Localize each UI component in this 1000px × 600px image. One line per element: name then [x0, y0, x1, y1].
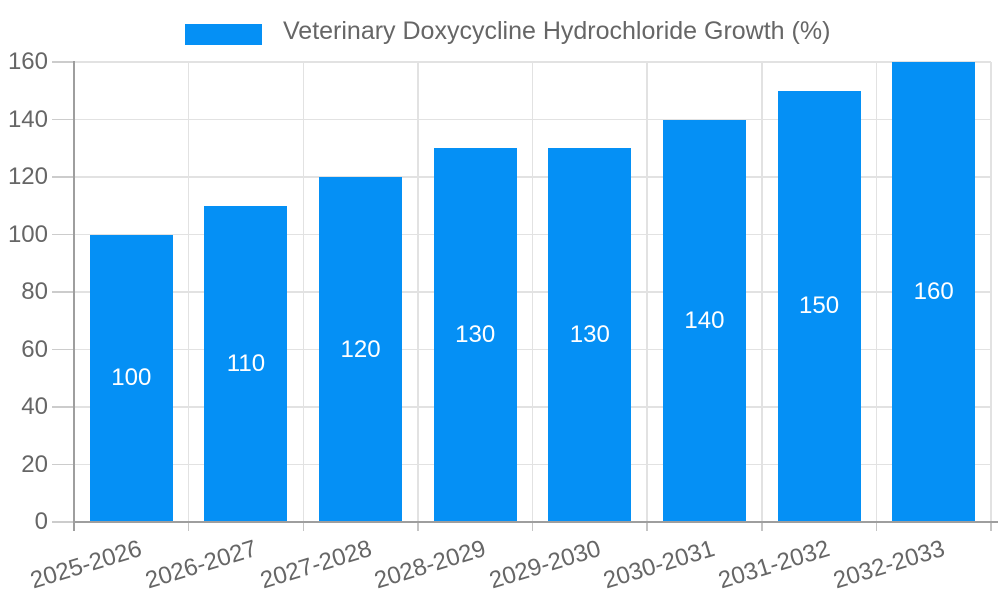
y-tick-label: 0	[34, 508, 48, 535]
y-axis-tick	[52, 463, 73, 466]
bar-value-label: 160	[913, 278, 954, 305]
x-axis-tick	[531, 522, 534, 531]
y-axis-line	[73, 61, 75, 531]
x-axis-tick	[302, 522, 304, 531]
x-axis-tick	[761, 522, 763, 531]
x-tick-label: 2029-2030	[486, 535, 604, 595]
bar-2030-2031[interactable]: 140	[662, 119, 746, 522]
bar-2031-2032[interactable]: 150	[777, 90, 861, 522]
gridline	[187, 62, 190, 522]
gridline	[761, 62, 763, 522]
y-axis-tick	[52, 118, 73, 121]
x-axis-tick	[646, 522, 648, 531]
x-axis-tick	[990, 522, 992, 531]
gridline	[417, 62, 419, 522]
x-axis-line	[73, 521, 998, 523]
bar-value-label: 130	[455, 321, 496, 349]
x-tick-label: 2032-2033	[829, 535, 948, 595]
bar-2029-2030[interactable]: 130	[548, 148, 632, 522]
y-axis-tick	[52, 176, 73, 178]
x-axis-tick	[417, 522, 419, 531]
bar-2032-2033[interactable]: 160	[892, 62, 976, 522]
y-axis-tick	[52, 521, 73, 523]
bar-value-label: 140	[684, 306, 725, 334]
y-axis-tick	[52, 233, 73, 236]
x-tick-label: 2026-2027	[142, 535, 260, 595]
bar-2025-2026[interactable]: 100	[89, 234, 173, 522]
bar-value-label: 100	[111, 364, 152, 392]
y-axis-tick	[52, 61, 73, 63]
gridline	[531, 62, 534, 522]
bar-2027-2028[interactable]: 120	[319, 177, 403, 522]
bar-value-label: 110	[226, 349, 266, 377]
gridline	[875, 62, 878, 522]
x-tick-label: 2031-2032	[715, 535, 833, 595]
gridline	[302, 62, 304, 522]
y-axis-tick	[52, 291, 73, 293]
y-axis-tick	[52, 348, 73, 351]
y-tick-label: 120	[7, 163, 48, 190]
y-tick-label: 60	[21, 335, 48, 363]
bar-2026-2027[interactable]: 110	[204, 205, 288, 522]
x-tick-label: 2030-2031	[600, 535, 719, 595]
bar-2028-2029[interactable]: 130	[433, 148, 517, 522]
y-tick-label: 20	[21, 450, 48, 478]
x-axis-tick	[875, 522, 878, 531]
bar-value-label: 150	[799, 292, 840, 320]
x-axis-tick	[187, 522, 190, 531]
y-tick-label: 140	[7, 105, 48, 133]
y-tick-label: 100	[7, 220, 48, 248]
x-tick-label: 2027-2028	[256, 535, 375, 595]
x-tick-label: 2025-2026	[27, 535, 146, 595]
y-tick-label: 80	[21, 278, 48, 305]
gridline	[646, 62, 648, 522]
y-axis-tick	[52, 406, 73, 408]
chart-legend[interactable]: Veterinary Doxycycline Hydrochloride Gro…	[185, 17, 830, 46]
x-tick-label: 2028-2029	[371, 535, 490, 595]
legend-label: Veterinary Doxycycline Hydrochloride Gro…	[283, 17, 831, 45]
bar-value-label: 130	[569, 321, 610, 349]
gridline	[990, 62, 992, 522]
bar-value-label: 120	[340, 335, 381, 363]
legend-swatch-icon	[185, 23, 262, 45]
y-tick-label: 160	[7, 48, 48, 75]
y-tick-label: 40	[21, 393, 48, 420]
